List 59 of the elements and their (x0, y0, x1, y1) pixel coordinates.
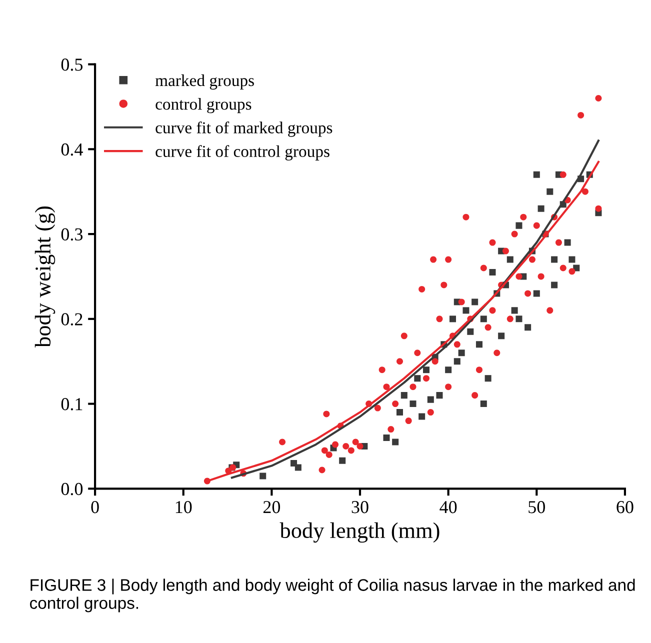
point (538, 205, 544, 212)
point (551, 256, 558, 263)
point (568, 256, 576, 263)
point (511, 307, 518, 314)
y-tick-label: 0.0 (61, 482, 83, 496)
point (533, 290, 540, 297)
point (524, 324, 532, 331)
point (546, 188, 554, 195)
point (462, 307, 470, 314)
y-tick-label: 0.1 (61, 398, 82, 410)
point (422, 366, 430, 374)
point (294, 464, 302, 471)
point (516, 316, 522, 322)
x-tick-label: 50 (528, 501, 545, 514)
point (516, 222, 522, 229)
point (400, 392, 408, 399)
point (445, 366, 452, 374)
point (472, 298, 478, 306)
point (396, 409, 404, 416)
point (260, 472, 266, 480)
y-tick-label: 0.5 (61, 58, 83, 71)
legend-label: marked groups (155, 74, 254, 90)
point (467, 328, 474, 335)
point (551, 282, 558, 288)
y-tick-label: 0.3 (61, 228, 83, 241)
legend-label: curve fit of marked groups (156, 121, 332, 137)
point (410, 400, 416, 408)
point (392, 438, 399, 446)
point (480, 316, 487, 322)
caption: FIGURE 3 | Body length and body weight of Coilia nasus larvae in the marked and control groups. (30, 578, 635, 612)
point (476, 341, 482, 348)
legend-label: curve fit of control groups (156, 145, 330, 160)
x-tick-label: 40 (440, 501, 457, 514)
x-tick-label: 30 (352, 501, 368, 514)
point (506, 256, 514, 263)
x-tick-label: 10 (176, 501, 192, 514)
point (427, 396, 434, 403)
y-tick-label: 0.2 (61, 313, 82, 326)
point (383, 434, 390, 442)
point (339, 457, 346, 464)
point (489, 268, 496, 276)
point (533, 171, 540, 178)
legend-label: control groups (156, 98, 252, 114)
point (458, 350, 465, 356)
x-tick-label: 0 (91, 501, 99, 514)
point (414, 375, 421, 382)
point (498, 332, 505, 340)
y-tick-label: 0.4 (61, 143, 83, 156)
x-tick-label: 60 (616, 501, 634, 514)
point (436, 392, 443, 399)
y-axis-title: body weight (g) (34, 206, 56, 348)
point (480, 400, 487, 408)
point (449, 316, 456, 322)
x-tick-label: 20 (263, 501, 280, 514)
point (418, 413, 426, 420)
point (454, 358, 460, 365)
point (564, 239, 571, 246)
x-axis-title: body length (mm) (280, 522, 440, 543)
point (484, 375, 492, 382)
